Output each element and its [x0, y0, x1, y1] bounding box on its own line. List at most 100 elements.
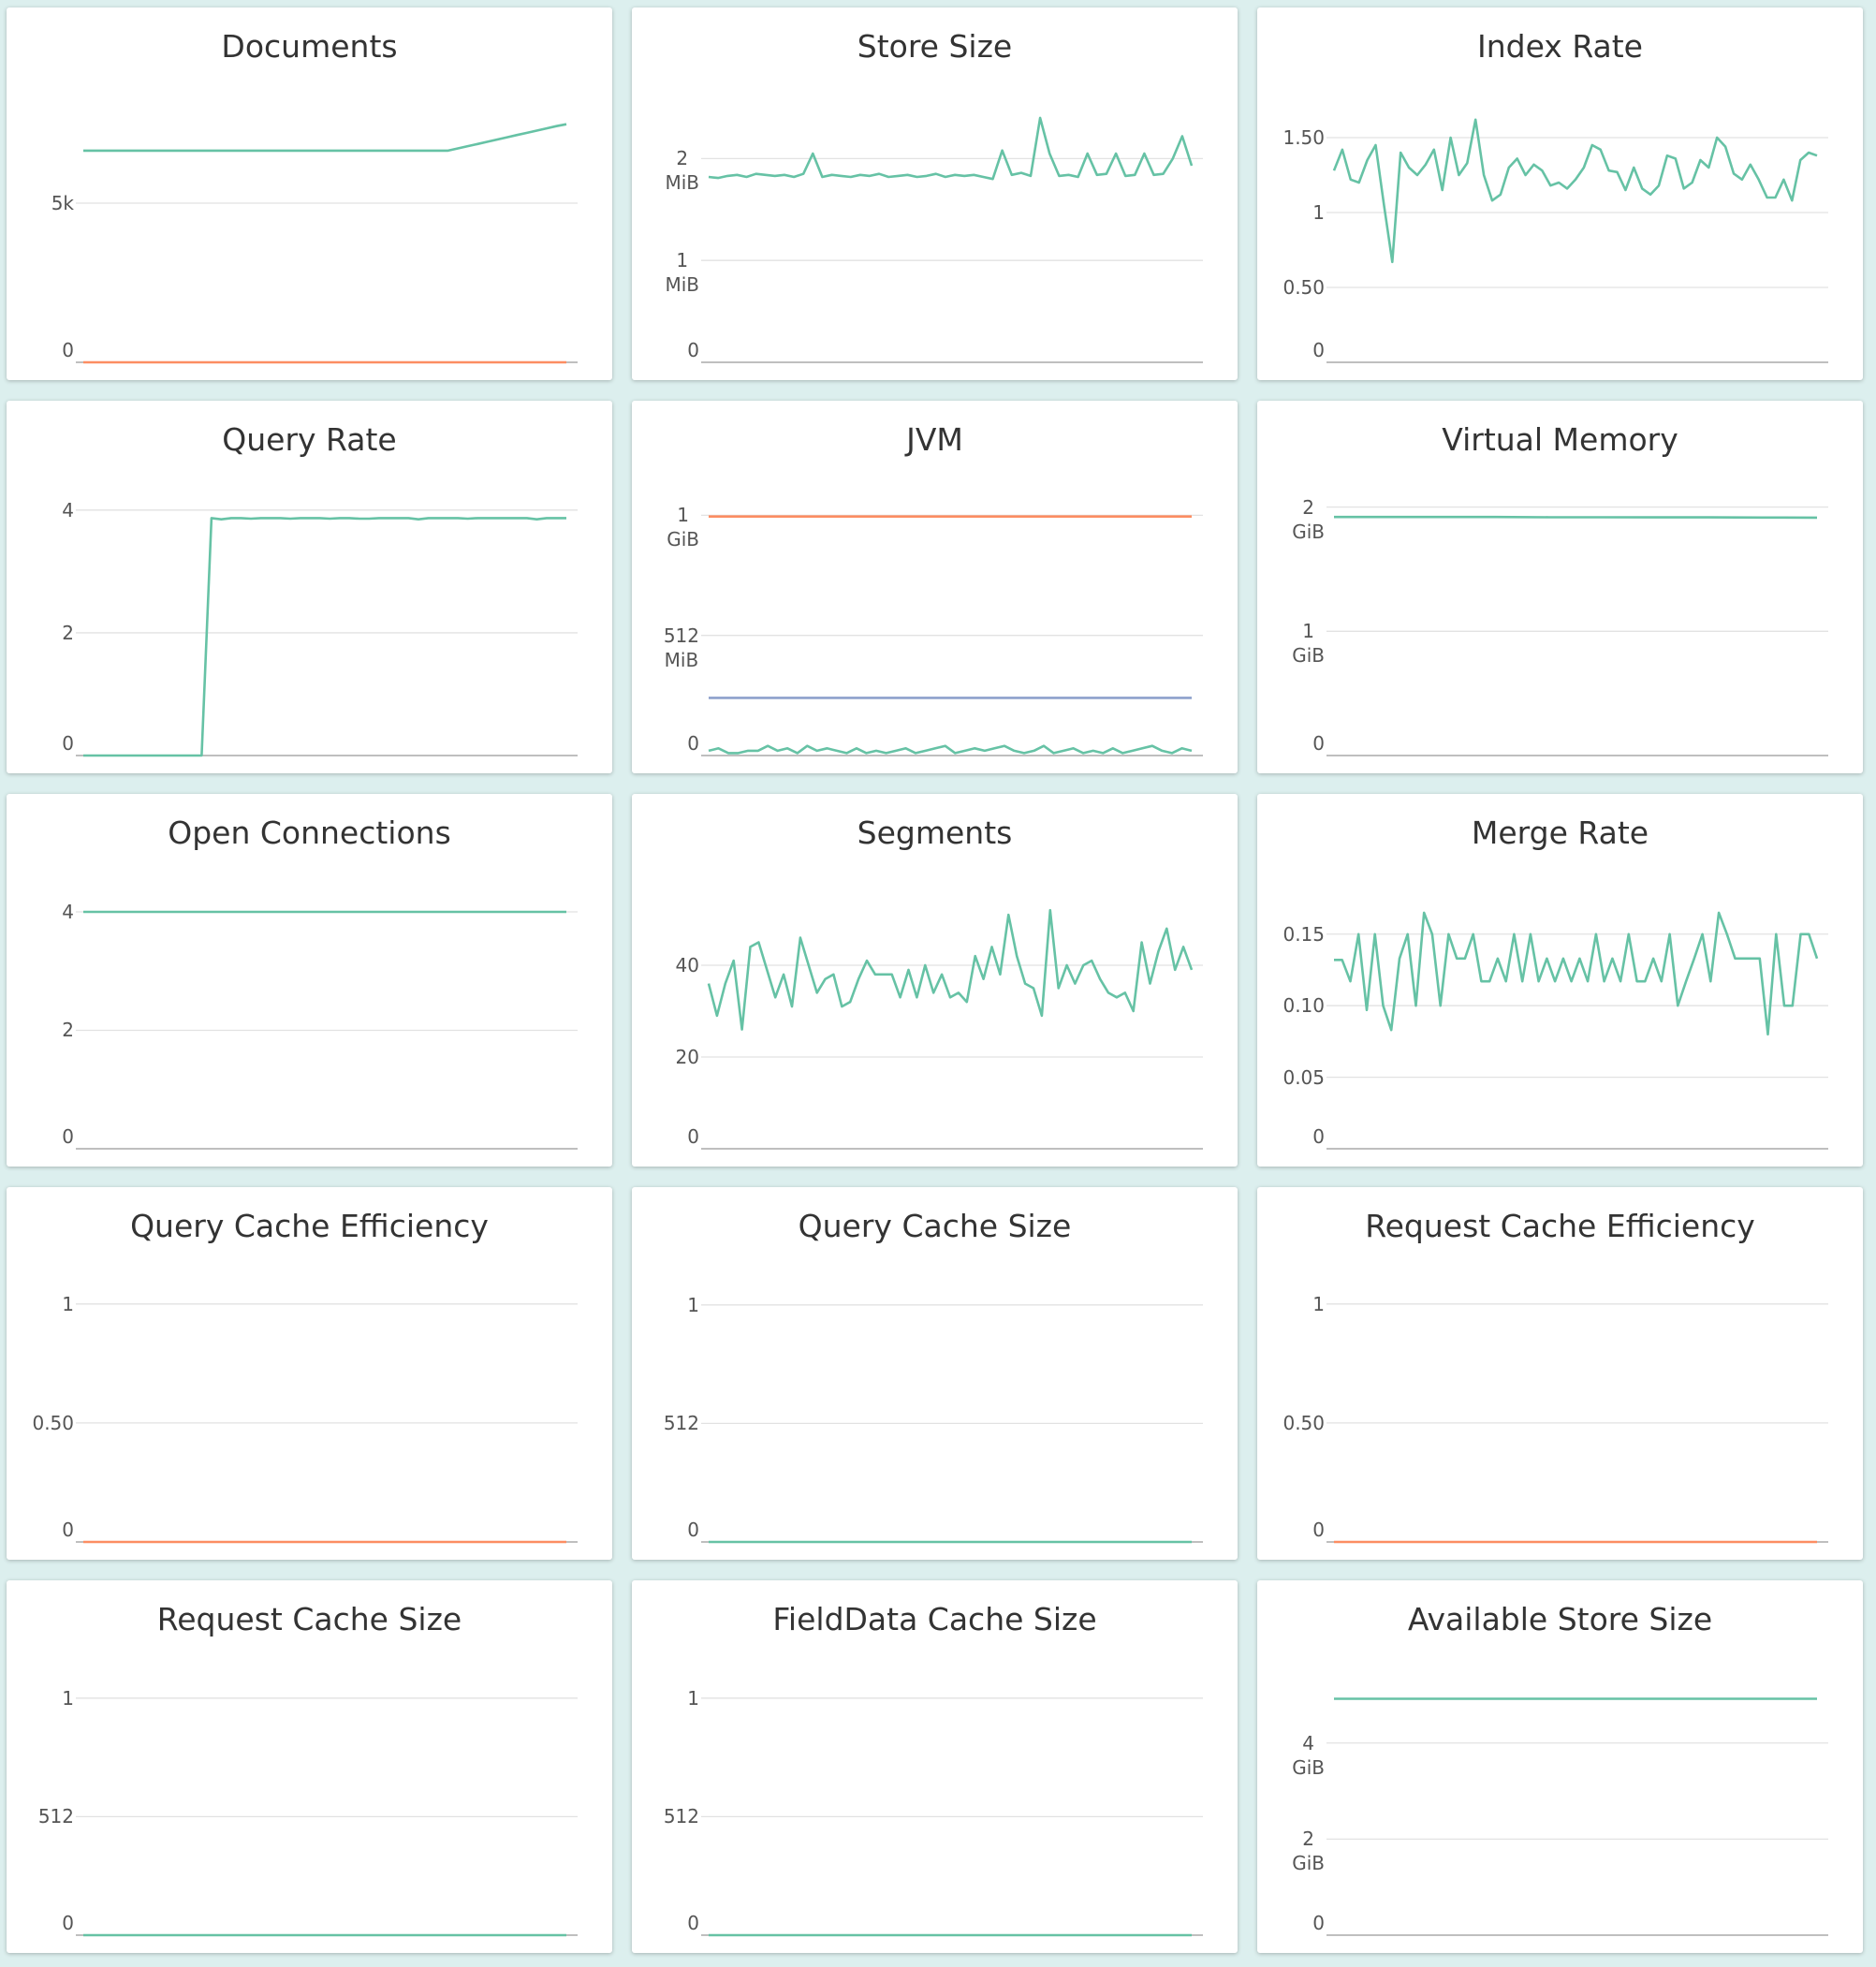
y-tick-label: 0 — [1312, 339, 1325, 361]
y-tick-label: 0.50 — [1282, 1411, 1325, 1434]
chart-title: Request Cache Efficiency — [1365, 1208, 1755, 1244]
chart-title: Index Rate — [1476, 28, 1643, 65]
y-tick-label: 0 — [1312, 732, 1325, 755]
chart — [1326, 1303, 1828, 1544]
chart-panel: Query Rate 0 2 4 — [7, 401, 612, 773]
chart-title: Virtual Memory — [1442, 421, 1678, 458]
y-tick-label: 0.50 — [32, 1411, 74, 1434]
chart-title: FieldData Cache Size — [772, 1601, 1097, 1637]
chart-panel: Merge Rate 0 0.05 0.10 0.15 — [1257, 794, 1863, 1167]
y-tick-label: 0.10 — [1282, 994, 1325, 1018]
y-tick-label: 0.15 — [1282, 922, 1325, 946]
y-tick-label: 0 — [1312, 1519, 1325, 1541]
chart — [1326, 506, 1828, 756]
chart-panel: Request Cache Efficiency 0 0.50 1 — [1257, 1187, 1863, 1560]
y-tick-label: 1 — [687, 1686, 699, 1710]
chart-title: Open Connections — [168, 815, 451, 851]
y-tick-label: 0 — [62, 1912, 74, 1934]
y-tick-label: 0 — [687, 1125, 699, 1148]
y-tick-label: 0.50 — [1282, 276, 1325, 299]
y-tick-label: 512 — [663, 1412, 699, 1435]
y-tick-label: 2 — [62, 621, 74, 644]
y-tick-label: 1 MiB — [665, 249, 699, 297]
chart-panel: JVM 0 512 MiB 1 GiB — [632, 401, 1238, 773]
series-line — [1332, 118, 1818, 264]
chart-panel: Index Rate 0 0.50 1 1.50 — [1257, 7, 1863, 380]
y-tick-label: 0 — [687, 1912, 699, 1934]
chart-panel: Query Cache Efficiency 0 0.50 1 — [7, 1187, 612, 1560]
y-tick-label: 40 — [675, 953, 699, 976]
y-tick-label: 0 — [1312, 1912, 1325, 1934]
chart-panel: FieldData Cache Size 0 512 1 — [632, 1580, 1238, 1953]
chart-title: Query Cache Efficiency — [130, 1208, 489, 1244]
y-tick-label: 1.50 — [1282, 126, 1325, 149]
chart-panel: Request Cache Size 0 512 1 — [7, 1580, 612, 1953]
y-tick-label: 2 — [62, 1019, 74, 1042]
chart-title: JVM — [906, 421, 963, 458]
chart — [701, 908, 1203, 1150]
chart-title: Segments — [857, 815, 1013, 851]
y-tick-label: 0 — [687, 339, 699, 361]
chart-panel: Open Connections 0 2 4 — [7, 794, 612, 1167]
y-tick-label: 0 — [687, 732, 699, 755]
series-line — [83, 517, 566, 757]
chart — [1326, 1697, 1828, 1936]
chart — [1326, 118, 1828, 363]
chart-panel: Documents 0 5k — [7, 7, 612, 380]
chart-panel: Store Size 0 1 MiB 2 MiB — [632, 7, 1238, 380]
series-line — [708, 744, 1193, 755]
y-tick-label: 2 GiB — [1292, 495, 1325, 543]
y-tick-label: 0 — [62, 1519, 74, 1541]
chart — [701, 1304, 1203, 1544]
chart — [76, 509, 578, 757]
chart-title: Merge Rate — [1471, 815, 1649, 851]
chart-panel: Virtual Memory 0 1 GiB 2 GiB — [1257, 401, 1863, 773]
y-tick-label: 20 — [675, 1045, 699, 1068]
y-tick-label: 0 — [62, 732, 74, 755]
y-tick-label: 1 — [1312, 1292, 1325, 1315]
chart-panel: Query Cache Size 0 512 1 — [632, 1187, 1238, 1560]
series-line — [1334, 515, 1818, 520]
chart-panel: Available Store Size 0 2 GiB 4 GiB — [1257, 1580, 1863, 1953]
chart-title: Query Rate — [222, 421, 397, 458]
y-tick-label: 1 — [62, 1292, 74, 1315]
y-tick-label: 0 — [62, 339, 74, 361]
chart — [76, 1303, 578, 1544]
series-line — [708, 116, 1194, 181]
y-tick-label: 512 — [663, 1805, 699, 1828]
chart — [701, 116, 1203, 363]
chart — [701, 1697, 1203, 1937]
chart-title: Available Store Size — [1407, 1601, 1713, 1637]
y-tick-label: 2 MiB — [665, 147, 699, 195]
chart-title: Documents — [221, 28, 398, 65]
y-tick-label: 0.05 — [1282, 1065, 1325, 1089]
y-tick-label: 512 — [37, 1805, 74, 1828]
chart-panel: Segments 0 20 40 — [632, 794, 1238, 1167]
series-line — [83, 123, 567, 153]
y-tick-label: 5k — [51, 192, 74, 214]
chart-title: Request Cache Size — [156, 1601, 462, 1637]
chart — [76, 910, 578, 1150]
y-tick-label: 1 — [1312, 201, 1325, 224]
y-tick-label: 1 GiB — [1292, 620, 1325, 668]
y-tick-label: 0 — [1312, 1125, 1325, 1148]
y-tick-label: 1 — [687, 1293, 699, 1316]
y-tick-label: 0 — [62, 1125, 74, 1148]
y-tick-label: 4 GiB — [1292, 1731, 1325, 1779]
y-tick-label: 1 — [62, 1686, 74, 1710]
chart — [701, 514, 1203, 756]
series-line — [1334, 911, 1819, 1036]
chart — [1326, 911, 1828, 1150]
y-tick-label: 4 — [62, 498, 74, 521]
y-tick-label: 4 — [62, 900, 74, 923]
chart — [76, 1697, 578, 1937]
chart — [76, 123, 578, 364]
chart-title: Store Size — [857, 28, 1013, 65]
y-tick-label: 512 MiB — [663, 624, 699, 671]
y-tick-label: 0 — [687, 1519, 699, 1541]
y-tick-label: 2 GiB — [1292, 1828, 1325, 1875]
y-tick-label: 1 GiB — [667, 504, 699, 551]
series-line — [707, 908, 1194, 1031]
chart-title: Query Cache Size — [798, 1208, 1072, 1244]
